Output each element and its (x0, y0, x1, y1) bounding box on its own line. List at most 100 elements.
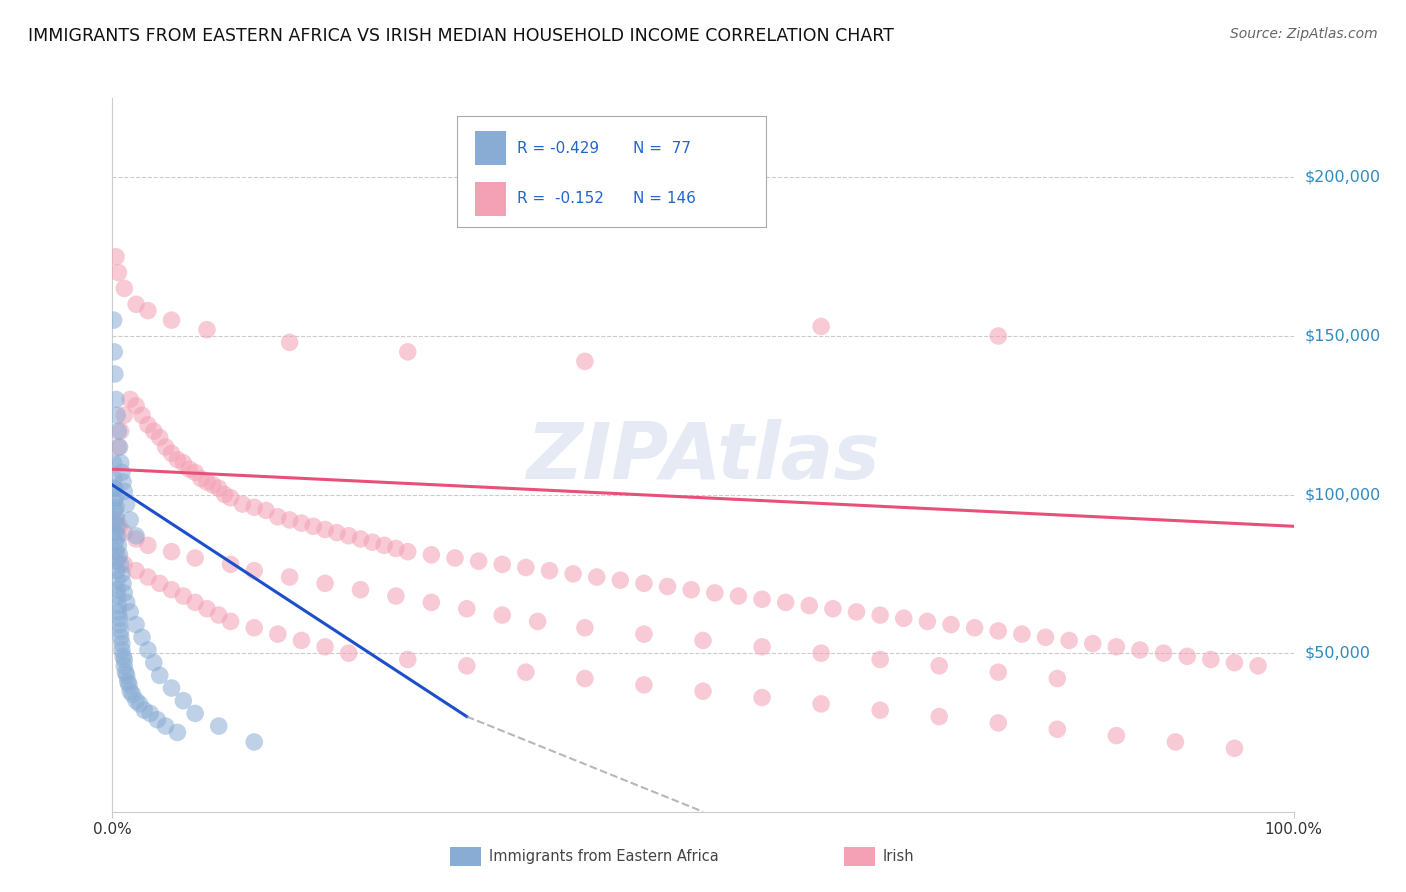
Point (103, 313, 125, 327)
Point (278, 513, 301, 527)
Point (869, 652, 891, 666)
Point (103, 472, 125, 486)
Point (1175, 649, 1198, 664)
Point (195, 601, 218, 615)
Point (107, 599, 129, 613)
Point (1129, 643, 1152, 657)
Point (396, 544, 419, 558)
Point (166, 452, 188, 467)
Point (136, 570, 159, 584)
Point (112, 576, 135, 591)
Point (103, 456, 125, 470)
Point (149, 668, 172, 682)
Point (107, 589, 129, 603)
Point (845, 605, 868, 619)
Point (337, 529, 360, 543)
Point (121, 687, 143, 701)
Point (107, 551, 129, 566)
Point (214, 487, 236, 501)
Point (107, 266, 129, 280)
Point (799, 599, 821, 613)
Point (108, 548, 131, 562)
Point (928, 658, 950, 673)
Point (201, 478, 224, 492)
Point (107, 605, 129, 619)
Point (609, 573, 631, 587)
Point (243, 735, 266, 749)
Point (337, 646, 360, 660)
Point (869, 703, 891, 717)
Point (108, 519, 131, 533)
Point (142, 424, 165, 438)
Point (105, 544, 128, 558)
Point (136, 303, 159, 318)
Point (810, 319, 832, 334)
Point (385, 589, 408, 603)
Point (302, 519, 325, 533)
Point (131, 409, 153, 423)
Point (396, 652, 419, 666)
Point (491, 608, 513, 623)
Point (160, 446, 183, 460)
Point (105, 500, 128, 515)
Point (184, 551, 207, 566)
Point (112, 558, 135, 572)
Point (1046, 723, 1069, 737)
Point (136, 417, 159, 432)
Point (131, 630, 153, 644)
Point (267, 509, 290, 524)
Text: $50,000: $50,000 (1305, 646, 1371, 661)
Point (120, 513, 142, 527)
Point (987, 329, 1010, 343)
Point (103, 494, 125, 508)
Point (893, 611, 915, 625)
Point (103, 344, 125, 359)
Point (727, 589, 749, 603)
Point (172, 456, 194, 470)
Point (110, 624, 132, 638)
Point (114, 665, 136, 680)
Text: N =  77: N = 77 (633, 141, 690, 155)
Point (385, 541, 408, 556)
Text: IMMIGRANTS FROM EASTERN AFRICA VS IRISH MEDIAN HOUSEHOLD INCOME CORRELATION CHAR: IMMIGRANTS FROM EASTERN AFRICA VS IRISH … (28, 27, 894, 45)
Text: Irish: Irish (883, 849, 914, 863)
Point (107, 529, 129, 543)
Point (117, 674, 139, 689)
Point (103, 481, 125, 495)
Point (139, 706, 162, 721)
Text: Immigrants from Eastern Africa: Immigrants from Eastern Africa (489, 849, 718, 863)
Point (1199, 652, 1222, 666)
Point (110, 424, 132, 438)
Point (373, 538, 395, 552)
Point (869, 608, 891, 623)
Point (172, 589, 194, 603)
Point (118, 678, 141, 692)
Point (1035, 630, 1057, 644)
Text: ZIPAtlas: ZIPAtlas (526, 418, 880, 494)
Point (208, 719, 231, 733)
Point (775, 595, 797, 609)
Point (142, 656, 165, 670)
Point (751, 640, 773, 654)
Point (574, 621, 596, 635)
Point (146, 713, 169, 727)
Point (243, 564, 266, 578)
Point (160, 544, 183, 558)
Point (105, 250, 128, 264)
Point (125, 564, 148, 578)
Point (1046, 672, 1069, 686)
Point (125, 694, 148, 708)
Point (574, 354, 596, 368)
Point (136, 643, 159, 657)
Point (195, 475, 218, 489)
Point (184, 706, 207, 721)
Point (1057, 633, 1080, 648)
Point (562, 566, 585, 581)
Point (105, 409, 128, 423)
Point (751, 690, 773, 705)
Point (125, 399, 148, 413)
Point (987, 665, 1010, 680)
Text: R =  -0.152: R = -0.152 (517, 192, 605, 206)
Point (444, 551, 467, 566)
Point (243, 621, 266, 635)
